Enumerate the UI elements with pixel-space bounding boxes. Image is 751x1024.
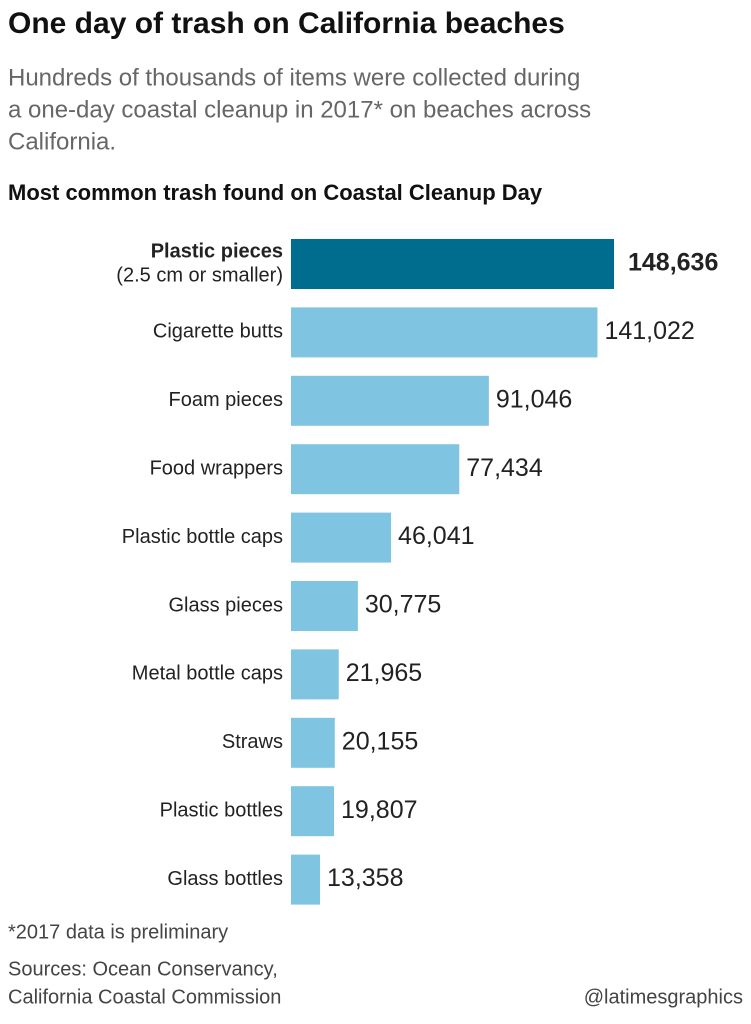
bar: [291, 581, 358, 631]
bar: [291, 512, 392, 563]
value-label: 46,041: [398, 522, 474, 550]
category-label: Metal bottle caps: [132, 663, 283, 685]
category-note: (2.5 cm or smaller): [116, 264, 283, 286]
value-label: 21,965: [346, 659, 422, 687]
bar: [291, 649, 339, 700]
bar: [291, 717, 335, 768]
value-label: 30,775: [365, 591, 441, 619]
value-label: 148,636: [628, 249, 718, 277]
category-label: Glass bottles: [167, 868, 283, 890]
category-label: Foam pieces: [169, 389, 284, 411]
bar: [291, 239, 614, 289]
bar: [291, 854, 321, 905]
bar: [291, 786, 335, 837]
bar: [291, 375, 489, 426]
value-label: 19,807: [341, 796, 417, 824]
value-label: 13,358: [327, 864, 403, 892]
subtitle: a one-day coastal cleanup in 2017* on be…: [8, 96, 591, 123]
category-label: Plastic bottle caps: [122, 526, 283, 548]
category-label: Food wrappers: [150, 457, 283, 479]
credit: @latimesgraphics: [584, 986, 743, 1008]
bar: [291, 444, 460, 495]
footnote: *2017 data is preliminary: [8, 921, 228, 943]
value-label: 91,046: [496, 385, 572, 413]
chart-heading: Most common trash found on Coastal Clean…: [8, 180, 543, 205]
category-label: Glass pieces: [169, 594, 284, 616]
category-label: Cigarette butts: [153, 321, 283, 343]
value-label: 77,434: [466, 454, 543, 482]
subtitle: California.: [8, 128, 116, 155]
source: Sources: Ocean Conservancy,: [8, 958, 278, 980]
category-label: Straws: [222, 731, 283, 753]
chart-title: One day of trash on California beaches: [8, 7, 565, 40]
value-label: 141,022: [604, 317, 694, 345]
subtitle: Hundreds of thousands of items were coll…: [8, 64, 580, 91]
category-label: Plastic pieces: [151, 240, 283, 262]
category-label: Plastic bottles: [160, 799, 283, 821]
source: California Coastal Commission: [8, 986, 281, 1008]
bar: [291, 307, 598, 358]
value-label: 20,155: [342, 727, 418, 755]
